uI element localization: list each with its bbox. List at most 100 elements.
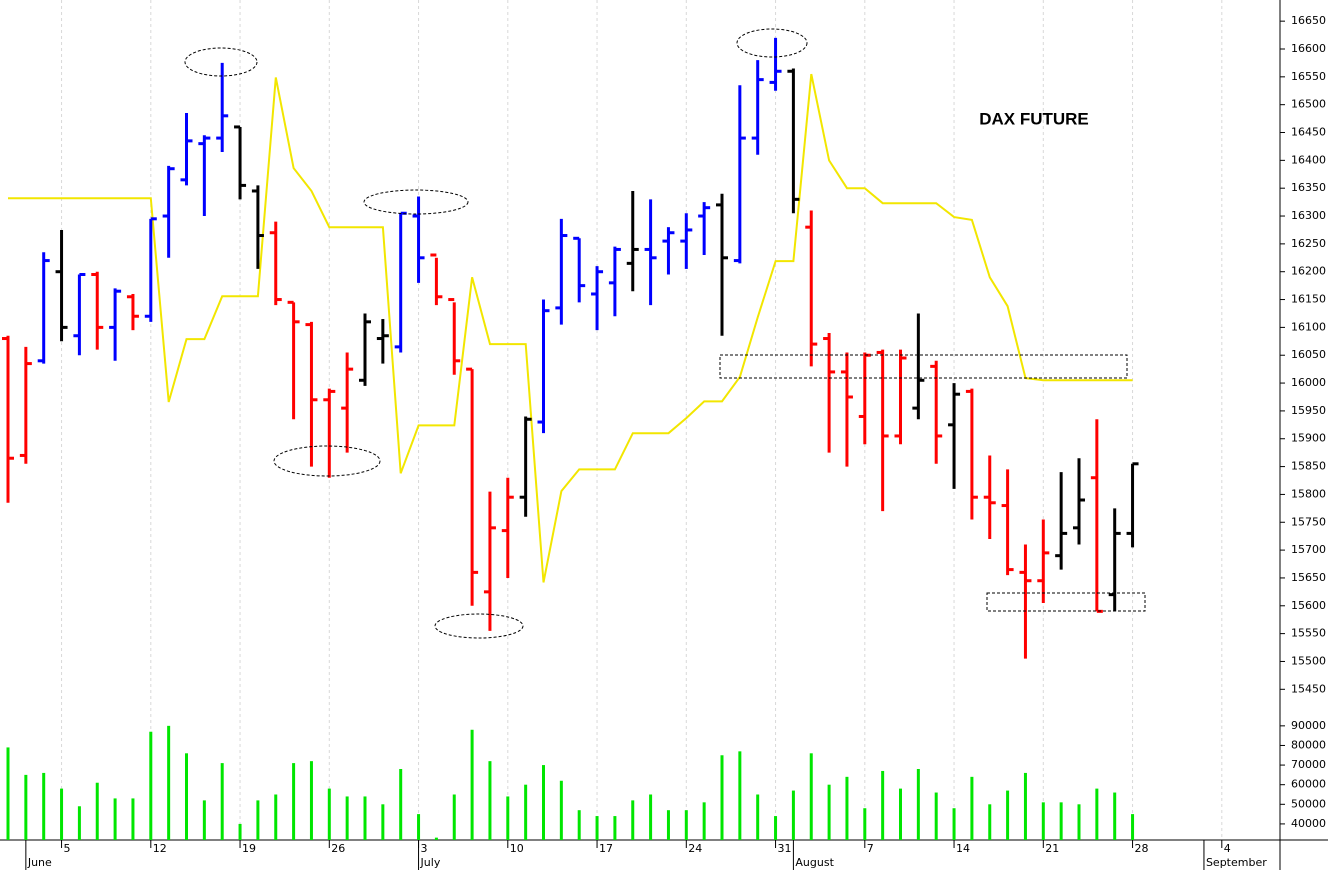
y-tick-label: 16550 [1291, 70, 1326, 83]
volume-bar [149, 731, 153, 840]
chart-title: DAX FUTURE [979, 109, 1089, 128]
y-tick-label: 15900 [1291, 432, 1326, 445]
annotations [184, 28, 1146, 639]
volume-bar [95, 782, 99, 840]
volume-bar [1006, 790, 1010, 840]
volume-bar [1077, 804, 1081, 840]
y-tick-label: 16150 [1291, 293, 1326, 306]
volume-bar [916, 768, 920, 840]
y-tick-label: 15950 [1291, 404, 1326, 417]
y-tick-label: 15750 [1291, 515, 1326, 528]
volume-bar [595, 816, 599, 840]
volume-bar [185, 753, 188, 840]
volume-bar [417, 814, 421, 840]
y-tick-label: 16250 [1291, 237, 1326, 250]
annotation-ellipse [736, 28, 808, 58]
volume-bar [542, 765, 545, 840]
volume-bar [577, 810, 581, 840]
volume-bar [363, 796, 367, 840]
volume-bar [720, 755, 724, 840]
volume-bar [970, 776, 974, 840]
y-tick-label: 16650 [1291, 14, 1326, 27]
volume-bar [899, 788, 902, 840]
volume-tick-label: 60000 [1291, 778, 1326, 791]
volume-bar [1059, 802, 1063, 840]
x-tick-label: 7 [867, 842, 874, 855]
volume-bar [327, 788, 331, 840]
volume-bar [952, 808, 956, 840]
x-tick-label: 26 [331, 842, 345, 855]
y-tick-label: 16500 [1291, 98, 1326, 111]
volume-bar [934, 792, 938, 840]
volume-bar [77, 806, 81, 840]
x-tick-label: 5 [64, 842, 71, 855]
volume-bar [60, 788, 64, 840]
volume-bar [649, 794, 653, 840]
volume-tick-label: 70000 [1291, 758, 1326, 771]
volume-bar [452, 794, 456, 840]
volume-bar [274, 794, 278, 840]
volume-bar [613, 816, 617, 840]
volume-bar [309, 761, 313, 840]
volume-bar [1131, 814, 1135, 840]
volume-bar [506, 796, 510, 840]
x-tick-label: 17 [599, 842, 613, 855]
x-tick-label: 3 [421, 842, 428, 855]
annotation-ellipse [363, 189, 469, 215]
annotation-ellipse [184, 47, 258, 77]
volume-bar [381, 804, 385, 840]
volume-bar [113, 798, 117, 840]
y-tick-label: 16100 [1291, 320, 1326, 333]
volume-bar [434, 837, 438, 840]
y-tick-label: 15850 [1291, 460, 1326, 473]
volume-bar [791, 790, 795, 840]
annotation-ellipse [273, 445, 381, 477]
volume-tick-label: 40000 [1291, 817, 1326, 830]
volume-bar [167, 725, 171, 840]
x-tick-label: 28 [1135, 842, 1149, 855]
volume-bar [131, 798, 135, 840]
y-tick-label: 16000 [1291, 376, 1326, 389]
x-tick-label: 31 [778, 842, 792, 855]
x-tick-label: 4 [1224, 842, 1231, 855]
volume-bar [827, 784, 831, 840]
volume-bar [809, 753, 813, 840]
month-label: July [420, 856, 441, 869]
x-tick-label: 14 [956, 842, 970, 855]
volume-bar [220, 763, 224, 840]
x-tick-label: 19 [242, 842, 256, 855]
volume-bar [756, 794, 760, 840]
y-tick-label: 16400 [1291, 153, 1326, 166]
volume-bar [988, 804, 992, 840]
volume-bar [6, 747, 10, 840]
y-tick-label: 15500 [1291, 654, 1326, 667]
volume-bar [292, 763, 296, 840]
volume-bar [684, 810, 688, 840]
volume-bar [1023, 772, 1027, 840]
volume-bar [1095, 788, 1099, 840]
y-tick-label: 15450 [1291, 682, 1326, 695]
y-tick-label: 16350 [1291, 181, 1326, 194]
x-tick-label: 12 [153, 842, 167, 855]
volume-bar [1113, 792, 1117, 840]
y-tick-label: 16450 [1291, 126, 1326, 139]
volume-bar [559, 780, 563, 840]
y-tick-label: 16200 [1291, 265, 1326, 278]
volume-bar [238, 823, 242, 840]
volume-bar [345, 796, 349, 840]
volume-bar [863, 808, 867, 840]
volume-bar [702, 802, 706, 840]
volume-bar [470, 729, 474, 840]
volume-bar [738, 751, 742, 840]
y-tick-label: 15700 [1291, 543, 1326, 556]
volume-bar [202, 800, 206, 840]
volume-bar [24, 774, 28, 840]
y-tick-label: 15800 [1291, 487, 1326, 500]
volume-bar [845, 776, 849, 840]
annotation-box [986, 592, 1146, 612]
volume-bar [774, 816, 778, 840]
annotation-ellipse [434, 613, 524, 639]
volume-tick-label: 80000 [1291, 738, 1326, 751]
volume-tick-label: 50000 [1291, 797, 1326, 810]
